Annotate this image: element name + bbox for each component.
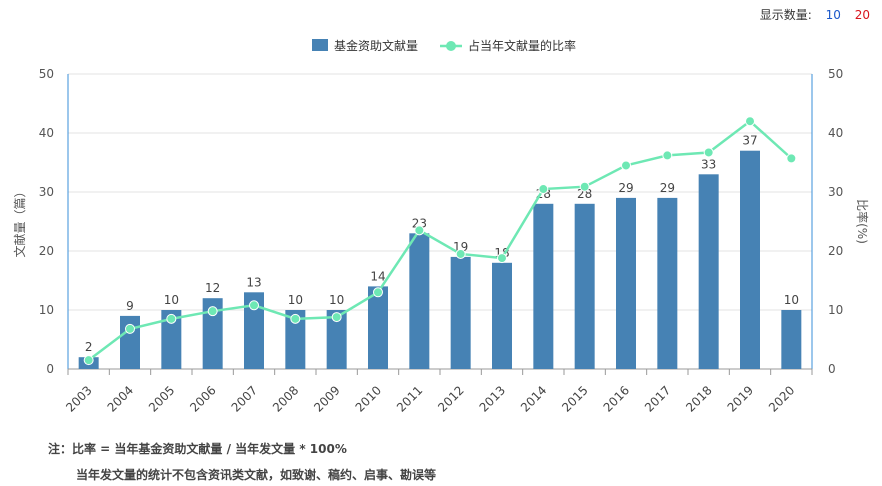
ratio-point	[745, 116, 755, 127]
ratio-point	[331, 312, 342, 323]
bar-data-label: 29	[660, 181, 675, 195]
bar	[574, 203, 595, 369]
ratio-point	[290, 313, 301, 324]
x-tick-label: 2007	[229, 383, 260, 414]
ratio-point	[455, 248, 466, 259]
note-count-scope: 当年发文量的统计不包含资讯类文献，如致谢、稿约、启事、勘误等	[76, 468, 437, 482]
y-tick-label: 10	[39, 303, 54, 317]
y2-axis-title: 比率(%)	[855, 199, 870, 244]
ratio-point	[703, 147, 714, 158]
bar-data-label: 33	[701, 157, 716, 171]
x-tick-label: 2004	[105, 383, 136, 414]
x-tick-label: 2008	[270, 383, 301, 414]
y-tick-label: 0	[46, 362, 54, 376]
bar	[120, 315, 140, 369]
y2-tick-label: 50	[828, 67, 843, 81]
display-count-control: 显示数量: 10 20	[760, 6, 870, 23]
legend-bar-label: 基金资助文献量	[334, 38, 418, 53]
y-tick-label: 30	[39, 185, 54, 199]
ratio-point	[579, 181, 590, 192]
note-ratio-definition: 注：比率 = 当年基金资助文献量 / 当年发文量 * 100%	[48, 442, 347, 456]
ratio-point	[125, 323, 135, 334]
y-axis-title: 文献量（篇）	[12, 185, 27, 257]
x-tick-label: 2019	[725, 383, 756, 414]
y2-tick-label: 30	[828, 185, 843, 199]
bar-data-label: 12	[205, 281, 220, 295]
ratio-point	[83, 355, 94, 366]
ratio-point	[786, 153, 797, 164]
bar-data-label: 10	[164, 293, 179, 307]
ratio-line	[87, 119, 793, 362]
y-tick-label: 50	[39, 67, 54, 81]
display-count-option-10[interactable]: 10	[825, 8, 841, 22]
y2-tick-label: 0	[828, 362, 836, 376]
display-count-option-20[interactable]: 20	[854, 8, 870, 22]
bar	[533, 203, 554, 369]
bar-data-label: 10	[329, 293, 344, 307]
bar	[161, 310, 182, 369]
funding-chart: 0 10 20 30 40 50 0 10 20 30 40 50 2003 2004 2005 2006 20…	[12, 38, 870, 415]
bar	[781, 310, 802, 369]
bar	[368, 286, 388, 369]
x-tick-label: 2009	[311, 383, 342, 414]
bar	[740, 150, 760, 369]
x-tick-label: 2018	[683, 383, 714, 414]
bar-data-label: 14	[370, 269, 385, 283]
ratio-point	[662, 150, 673, 161]
x-tick-label: 2012	[435, 383, 466, 414]
x-tick-label: 2005	[146, 383, 177, 414]
bar-data-label: 13	[246, 275, 261, 289]
ratio-point	[166, 313, 177, 324]
bar	[202, 298, 223, 369]
x-tick-label: 2015	[559, 383, 590, 414]
bar	[492, 262, 512, 369]
bar-data-label: 28	[577, 187, 592, 201]
bar	[657, 197, 678, 369]
legend-line-marker	[446, 41, 456, 51]
bar	[698, 174, 719, 369]
x-tick-label: 2006	[187, 383, 218, 414]
ratio-point	[373, 287, 383, 298]
display-count-label: 显示数量:	[759, 8, 812, 22]
x-tick-label: 2014	[518, 383, 549, 414]
bar	[616, 197, 636, 369]
bar-data-label: 10	[784, 293, 799, 307]
ratio-point	[621, 160, 631, 171]
y-tick-label: 40	[39, 126, 54, 140]
x-tick-label: 2003	[63, 383, 94, 414]
legend-bar-swatch	[312, 39, 328, 51]
y2-tick-label: 10	[828, 303, 843, 317]
bar	[409, 233, 430, 369]
x-tick-label: 2013	[477, 383, 508, 414]
ratio-point	[497, 253, 507, 264]
x-tick-label: 2011	[394, 383, 425, 414]
ratio-point	[249, 300, 259, 311]
bar-data-label: 10	[288, 293, 303, 307]
bar	[285, 310, 306, 369]
bar-data-label: 9	[126, 299, 134, 313]
bar-data-label: 23	[412, 216, 427, 230]
ratio-point	[207, 306, 218, 317]
bar-data-label: 37	[742, 134, 757, 148]
x-tick-label: 2016	[601, 383, 632, 414]
bar-data-label: 2	[85, 340, 93, 354]
ratio-point	[538, 184, 549, 195]
legend-line-label: 占当年文献量的比率	[468, 38, 576, 53]
bar	[450, 256, 471, 369]
x-tick-label: 2020	[766, 383, 797, 414]
y2-tick-label: 40	[828, 126, 843, 140]
y-tick-label: 20	[39, 244, 54, 258]
bar	[244, 292, 264, 369]
x-tick-label: 2017	[642, 383, 673, 414]
x-tick-label: 2010	[353, 383, 384, 414]
y2-tick-label: 20	[828, 244, 843, 258]
bar-data-label: 29	[618, 181, 633, 195]
ratio-point	[414, 225, 425, 236]
bar	[326, 310, 347, 369]
